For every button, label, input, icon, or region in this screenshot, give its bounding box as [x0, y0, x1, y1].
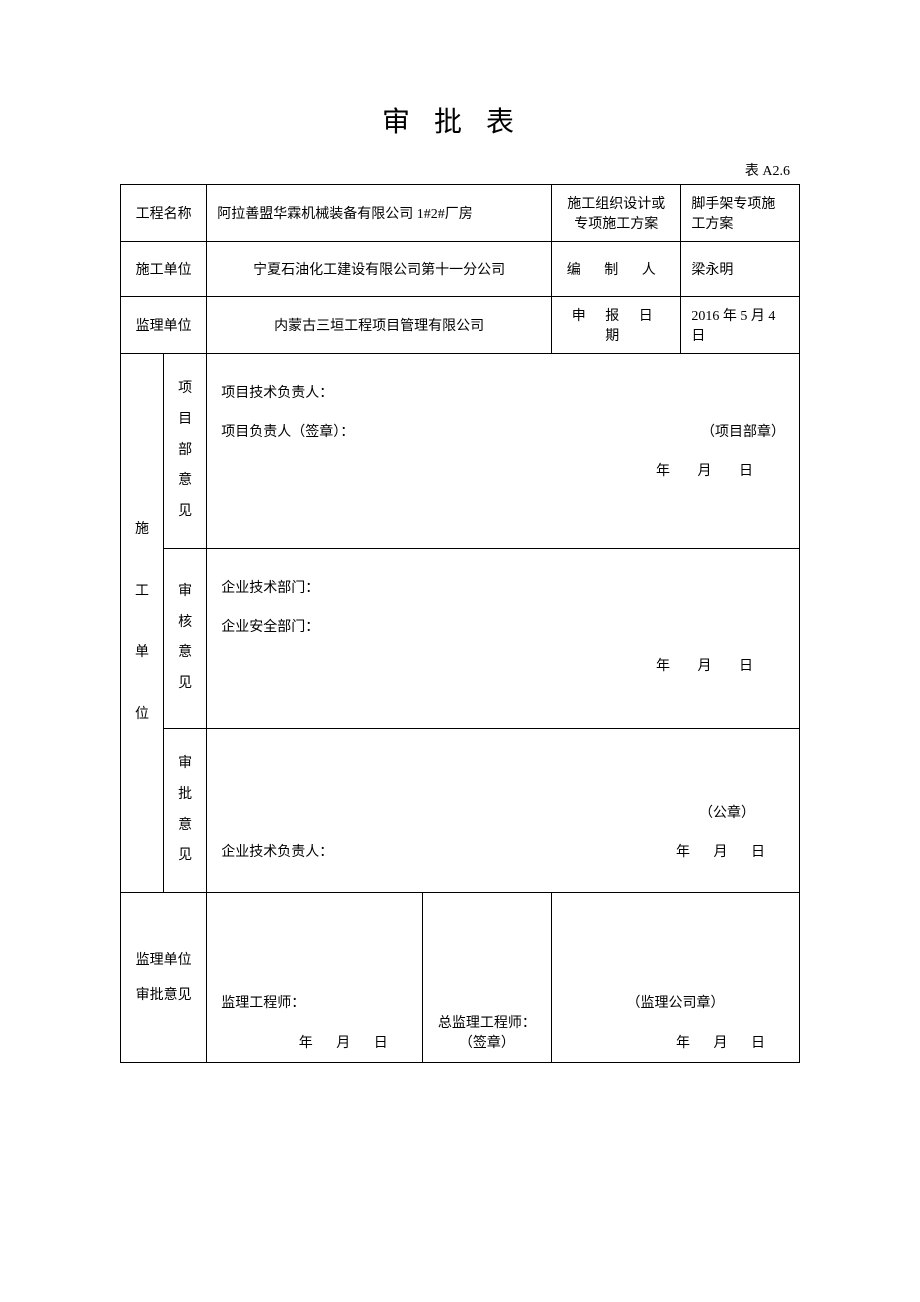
- supervision-date1: 年 月 日: [221, 1032, 408, 1052]
- supervision-seal: （监理公司章）: [566, 992, 785, 1012]
- chief-engineer: 总监理工程师：（签章）: [437, 1012, 537, 1052]
- header-row-3: 监理单位 内蒙古三垣工程项目管理有限公司 申 报 日 期 2016 年 5 月 …: [121, 297, 800, 354]
- supervision-unit-label: 监理单位: [121, 297, 207, 354]
- supervision-engineer-cell: 监理工程师： 年 月 日: [207, 893, 423, 1063]
- review-row: 审核意见 企业技术部门： 企业安全部门： 年 月 日: [121, 548, 800, 728]
- approval-tech-lead: 企业技术负责人：: [221, 833, 333, 872]
- header-row-2: 施工单位 宁夏石油化工建设有限公司第十一分公司 编 制 人 梁永明: [121, 242, 800, 297]
- project-name-value: 阿拉善盟华霖机械装备有限公司 1#2#厂房: [207, 185, 552, 242]
- construction-unit-label: 施工单位: [121, 242, 207, 297]
- header-row-1: 工程名称 阿拉善盟华霖机械装备有限公司 1#2#厂房 施工组织设计或专项施工方案…: [121, 185, 800, 242]
- project-dept-date: 年 月 日: [221, 452, 785, 491]
- review-label: 审核意见: [164, 548, 207, 728]
- approval-row: 审批意见 （公章） 企业技术负责人： 年 月 日: [121, 728, 800, 892]
- project-lead-line: 项目负责人（签章）：: [221, 413, 354, 452]
- review-content: 企业技术部门： 企业安全部门： 年 月 日: [207, 548, 800, 728]
- safety-dept-line: 企业安全部门：: [221, 608, 785, 647]
- supervision-row: 监理单位 审批意见 监理工程师： 年 月 日 总监理工程师：（签章） （监理公司…: [121, 893, 800, 1063]
- approval-label: 审批意见: [164, 728, 207, 892]
- project-dept-content: 项目技术负责人： 项目负责人（签章）： （项目部章） 年 月 日: [207, 354, 800, 549]
- report-date-label: 申 报 日 期: [552, 297, 681, 354]
- project-name-label: 工程名称: [121, 185, 207, 242]
- compiler-label: 编 制 人: [552, 242, 681, 297]
- tech-dept-line: 企业技术部门：: [221, 569, 785, 608]
- approval-table: 工程名称 阿拉善盟华霖机械装备有限公司 1#2#厂房 施工组织设计或专项施工方案…: [120, 184, 800, 1063]
- supervision-label: 监理单位 审批意见: [121, 893, 207, 1063]
- supervision-date2: 年 月 日: [566, 1032, 785, 1052]
- construction-unit-vertical: 施 工 单 位: [121, 354, 164, 893]
- report-date-value: 2016 年 5 月 4 日: [681, 297, 800, 354]
- project-dept-row: 施 工 单 位 项目部意见 项目技术负责人： 项目负责人（签章）： （项目部章）…: [121, 354, 800, 549]
- construction-unit-value: 宁夏石油化工建设有限公司第十一分公司: [207, 242, 552, 297]
- page-title: 审批表: [120, 100, 800, 140]
- design-value: 脚手架专项施工方案: [681, 185, 800, 242]
- project-seal: （项目部章）: [701, 413, 785, 452]
- table-number: 表 A2.6: [120, 160, 800, 180]
- tech-lead-line: 项目技术负责人：: [221, 374, 785, 413]
- review-date: 年 月 日: [221, 647, 785, 686]
- project-dept-label: 项目部意见: [164, 354, 207, 549]
- supervision-engineer: 监理工程师：: [221, 992, 408, 1012]
- design-label: 施工组织设计或专项施工方案: [552, 185, 681, 242]
- supervision-seal-cell: （监理公司章） 年 月 日: [552, 893, 800, 1063]
- compiler-value: 梁永明: [681, 242, 800, 297]
- approval-seal: （公章）: [221, 794, 785, 833]
- approval-date: 年 月 日: [676, 833, 785, 872]
- supervision-unit-value: 内蒙古三垣工程项目管理有限公司: [207, 297, 552, 354]
- approval-content: （公章） 企业技术负责人： 年 月 日: [207, 728, 800, 892]
- chief-engineer-cell: 总监理工程师：（签章）: [422, 893, 551, 1063]
